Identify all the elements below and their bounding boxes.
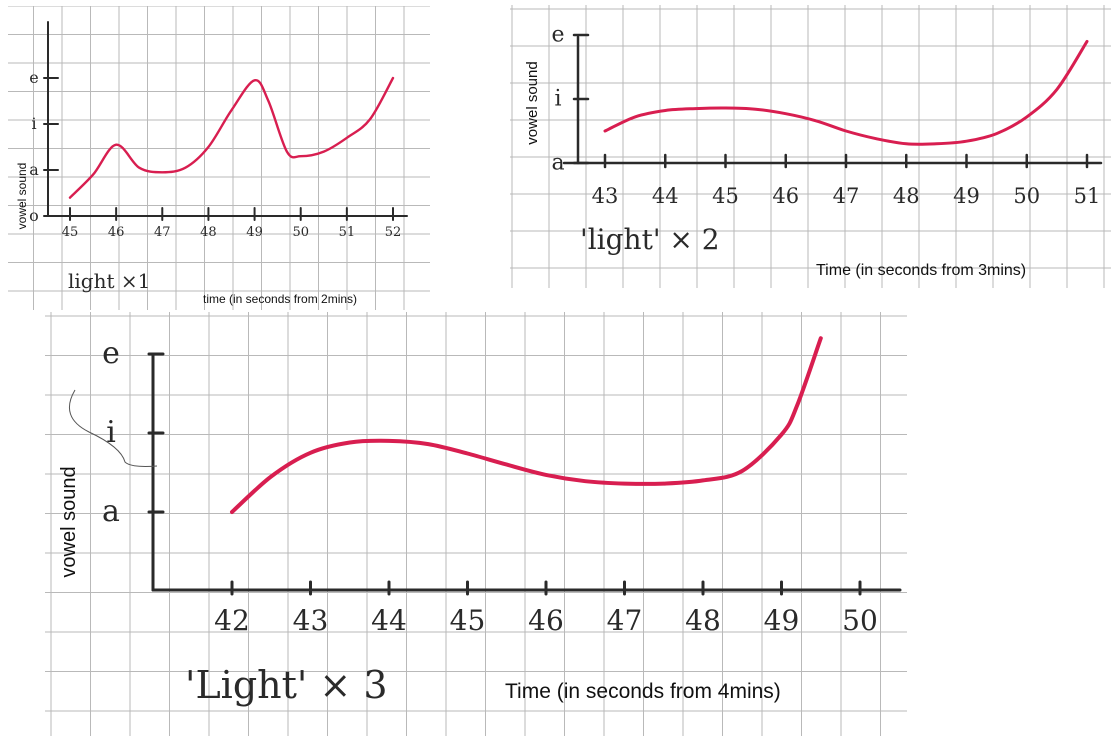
y-axis-label: vowel sound [524, 61, 541, 144]
y-tick-label: e [102, 336, 120, 371]
axes [47, 21, 408, 217]
chart-light-x3-svg: a i e 42 43 44 45 46 47 48 49 50 vowel sound 'Ligh… [45, 312, 907, 736]
y-ticks: a i e [551, 23, 590, 176]
y-tick-label: i [554, 87, 561, 112]
x-tick-label: 48 [893, 184, 920, 208]
chart-title: 'Light' × 3 [185, 663, 388, 707]
x-tick-label: 43 [592, 184, 619, 208]
x-ticks: 43 44 45 46 47 48 49 50 51 [592, 153, 1101, 208]
x-ticks: 42 43 44 45 46 47 48 49 50 [214, 580, 878, 637]
chart-light-x2-svg: a i e 43 44 45 46 47 48 49 50 51 vowel sound 'ligh… [510, 5, 1111, 288]
x-tick-label: 47 [607, 604, 643, 637]
series-line [230, 336, 823, 514]
y-tick-label: i [106, 415, 116, 450]
x-tick-label: 45 [450, 604, 486, 637]
y-tick-label: a [29, 160, 39, 179]
x-tick-label: 46 [108, 225, 125, 240]
y-ticks: a i e [102, 336, 165, 529]
x-tick-label: 46 [772, 184, 799, 208]
x-tick-label: 52 [385, 225, 402, 240]
axes [151, 352, 902, 592]
y-tick-label: a [551, 151, 564, 176]
x-tick-label: 49 [764, 604, 800, 637]
chart-title: light ×1 [68, 269, 150, 293]
x-tick-label: 45 [62, 225, 79, 240]
y-ticks: o a i e [29, 68, 59, 225]
x-tick-label: 46 [528, 604, 564, 637]
x-ticks: 45 46 47 48 49 50 51 52 [62, 207, 402, 240]
grid [8, 6, 430, 310]
y-tick-label: e [29, 68, 38, 87]
x-tick-label: 48 [200, 225, 217, 240]
x-tick-label: 51 [339, 225, 356, 240]
x-axis-label: time (in seconds from 2mins) [203, 292, 357, 306]
series-line [603, 39, 1089, 146]
x-tick-label: 49 [246, 225, 263, 240]
chart-light-x1-svg: o a i e 45 46 47 48 49 50 51 52 vowel sound light … [8, 6, 430, 310]
chart-light-x3: a i e 42 43 44 45 46 47 48 49 50 vowel sound 'Ligh… [45, 312, 907, 736]
y-tick-label: e [551, 23, 564, 48]
x-tick-label: 50 [292, 225, 309, 240]
y-axis-label: vowel sound [58, 466, 80, 577]
y-tick-label: a [102, 494, 120, 529]
x-tick-label: 47 [154, 225, 171, 240]
x-tick-label: 50 [1013, 184, 1040, 208]
x-tick-label: 44 [652, 184, 679, 208]
x-tick-label: 43 [293, 604, 329, 637]
y-tick-label: o [29, 206, 39, 225]
series-line [68, 76, 395, 199]
x-tick-label: 48 [685, 604, 721, 637]
x-tick-label: 42 [214, 604, 250, 637]
x-tick-label: 49 [953, 184, 980, 208]
x-tick-label: 51 [1074, 184, 1101, 208]
x-tick-label: 44 [371, 604, 407, 637]
x-axis-label: Time (in seconds from 3mins) [816, 262, 1026, 279]
grid [45, 312, 907, 736]
chart-light-x2: a i e 43 44 45 46 47 48 49 50 51 vowel sound 'ligh… [510, 5, 1111, 288]
y-tick-label: i [31, 114, 36, 133]
pencil-stroke [68, 389, 158, 467]
chart-light-x1: o a i e 45 46 47 48 49 50 51 52 vowel sound light … [8, 6, 430, 310]
axes [562, 35, 1103, 165]
chart-title: 'light' × 2 [580, 223, 720, 256]
y-axis-label: vowel sound [15, 163, 29, 230]
x-tick-label: 50 [842, 604, 878, 637]
x-tick-label: 45 [712, 184, 739, 208]
x-tick-label: 47 [833, 184, 860, 208]
x-axis-label: Time (in seconds from 4mins) [505, 680, 781, 703]
